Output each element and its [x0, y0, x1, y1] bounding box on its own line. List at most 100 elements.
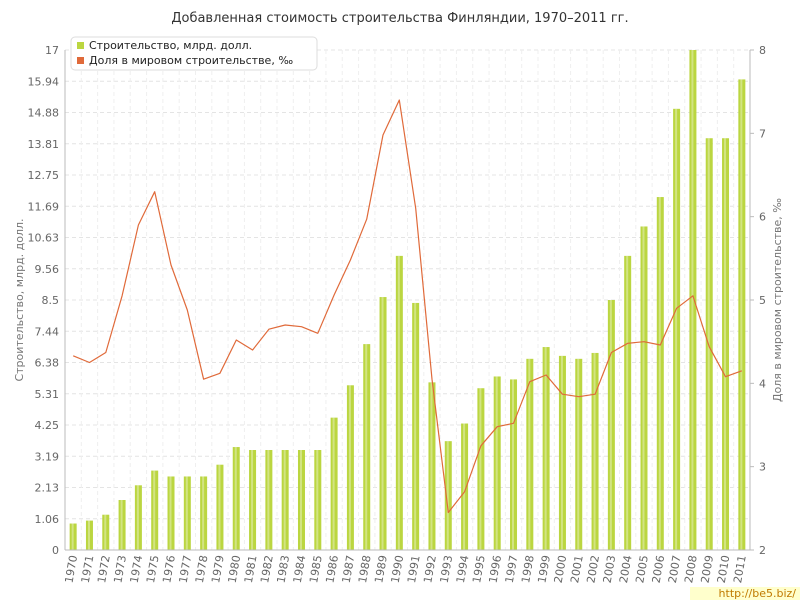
bar — [428, 382, 436, 550]
x-tick-label: 2003 — [601, 554, 619, 584]
legend-swatch-bar — [77, 42, 84, 49]
bar-highlight — [71, 523, 74, 550]
bar-highlight — [495, 376, 498, 550]
bar-highlight — [299, 450, 302, 550]
legend: Строительство, млрд. долл. Доля в мирово… — [70, 36, 318, 71]
x-tick-label: 1992 — [421, 554, 439, 584]
line-series — [72, 99, 743, 514]
bar-highlight — [724, 138, 727, 550]
x-tick-label: 1978 — [193, 554, 211, 584]
x-tick-label: 1970 — [62, 554, 80, 584]
left-tick-label: 12.75 — [28, 169, 60, 182]
bar — [722, 138, 730, 550]
x-tick-label: 1984 — [291, 554, 309, 584]
bar — [477, 388, 485, 550]
x-tick-label: 1989 — [372, 554, 390, 584]
right-tick-label: 5 — [759, 294, 766, 307]
bar-highlight — [169, 476, 172, 550]
watermark-background — [690, 587, 800, 600]
x-tick-label: 2006 — [650, 554, 668, 584]
legend-label-line: Доля в мировом строительстве, ‰ — [89, 54, 293, 67]
bar-highlight — [332, 417, 335, 550]
left-tick-label: 13.81 — [28, 138, 60, 151]
bar-highlight — [234, 447, 237, 550]
bar — [363, 344, 371, 550]
x-tick-label: 1998 — [519, 554, 537, 584]
left-tick-label: 0 — [52, 544, 59, 557]
bar-highlight — [675, 108, 678, 550]
bar — [297, 450, 305, 550]
x-tick-label: 2009 — [698, 554, 716, 584]
bar — [281, 450, 289, 550]
bar — [200, 476, 208, 550]
right-axis-ticks: 2 3 4 5 6 7 8 — [750, 44, 766, 557]
bar — [183, 476, 191, 550]
x-tick-label: 1981 — [242, 554, 260, 584]
right-tick-label: 6 — [759, 211, 766, 224]
bar-highlight — [251, 450, 254, 550]
left-tick-label: 5.31 — [35, 388, 60, 401]
x-tick-label: 1985 — [307, 554, 325, 584]
bar-highlight — [577, 358, 580, 550]
left-tick-label: 1.06 — [35, 513, 60, 526]
bar — [526, 358, 534, 550]
bar-highlight — [267, 450, 270, 550]
bar-highlight — [463, 423, 466, 550]
x-tick-label: 1980 — [226, 554, 244, 584]
watermark[interactable]: http://be5.biz/ — [690, 587, 800, 600]
bar-highlight — [528, 358, 531, 550]
x-tick-label: 1991 — [405, 554, 423, 584]
right-tick-label: 3 — [759, 461, 766, 474]
bar — [85, 520, 93, 550]
left-tick-label: 6.38 — [35, 357, 60, 370]
line-path — [72, 99, 743, 514]
bar-highlight — [430, 382, 433, 550]
bar-highlight — [593, 352, 596, 550]
x-tick-label: 2001 — [568, 554, 586, 584]
x-tick-label: 1974 — [128, 554, 146, 584]
bar-highlight — [446, 441, 449, 550]
x-tick-label: 1997 — [503, 554, 521, 584]
bar — [493, 376, 501, 550]
chart-title: Добавленная стоимость строительства Финл… — [171, 11, 628, 26]
bar — [167, 476, 175, 550]
bar — [102, 514, 110, 550]
bar-highlight — [120, 500, 123, 550]
bar — [216, 464, 224, 550]
bar — [607, 300, 615, 550]
bar-highlight — [626, 255, 629, 550]
x-tick-label: 1988 — [356, 554, 374, 584]
bar-highlight — [691, 50, 694, 550]
left-tick-label: 4.25 — [35, 419, 60, 432]
bar-highlight — [348, 385, 351, 550]
bar — [395, 255, 403, 550]
left-tick-label: 10.63 — [28, 232, 60, 245]
x-tick-label: 1993 — [438, 554, 456, 584]
bar-highlight — [185, 476, 188, 550]
bar — [69, 523, 77, 550]
bar — [249, 450, 257, 550]
bar-highlight — [740, 79, 743, 550]
bar — [673, 108, 681, 550]
bar — [575, 358, 583, 550]
watermark-link[interactable]: http://be5.biz/ — [719, 587, 797, 600]
x-tick-label: 1982 — [258, 554, 276, 584]
bar — [591, 352, 599, 550]
x-tick-label: 2008 — [682, 554, 700, 584]
right-tick-label: 2 — [759, 544, 766, 557]
bar — [265, 450, 273, 550]
bar-highlight — [414, 302, 417, 550]
x-tick-label: 2007 — [666, 554, 684, 584]
x-tick-label: 2000 — [552, 554, 570, 584]
bar-highlight — [136, 485, 139, 550]
x-tick-label: 1983 — [274, 554, 292, 584]
bar — [412, 302, 420, 550]
bar-highlight — [87, 520, 90, 550]
x-axis-ticks: 1970197119721973197419751976197719781979… — [62, 554, 748, 584]
right-axis-title: Доля в мировом строительстве, ‰ — [771, 198, 784, 402]
left-tick-label: 14.88 — [28, 107, 60, 120]
bar — [542, 347, 550, 550]
bar-highlight — [283, 450, 286, 550]
bar — [314, 450, 322, 550]
